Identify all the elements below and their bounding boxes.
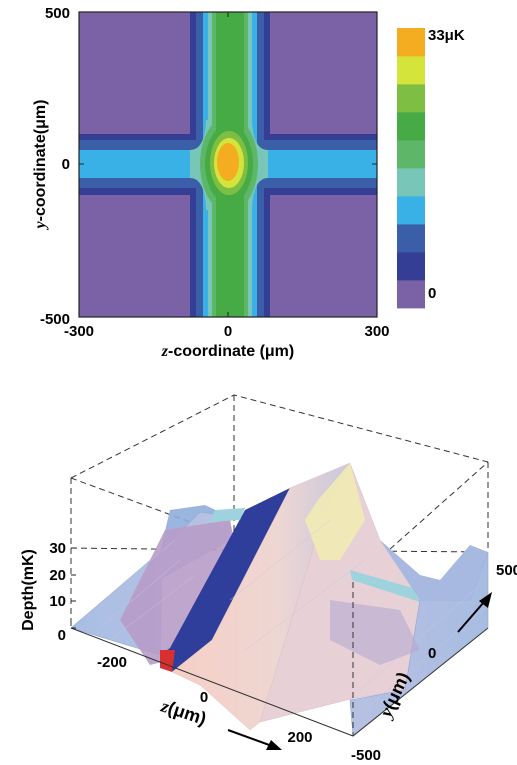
colorbar-cell-4	[397, 168, 425, 196]
colorbar: 33μK 0	[397, 27, 465, 308]
surface-y-tick-neg500: -500	[351, 747, 381, 764]
contour-x-tick-neg300: -300	[64, 323, 94, 340]
surface-x-tick-0: 0	[200, 689, 208, 706]
surface-y-tick-0: 0	[428, 645, 436, 662]
depth-tick-0: 0	[58, 627, 66, 644]
z-direction-arrow-icon	[228, 730, 282, 750]
colorbar-cells	[397, 28, 425, 308]
depth-tick-marks	[71, 548, 76, 628]
colorbar-cell-5	[397, 140, 425, 168]
surface-x-tick-200: 200	[287, 729, 312, 746]
surface-plot: 30 20 10 0 Depth(mK) -200 0 200 z(μm) 50…	[20, 395, 517, 764]
depth-axis-label: Depth(mK)	[20, 549, 37, 631]
contour-y-axis-label: y-coordinate(μm)	[32, 100, 49, 231]
colorbar-cell-6	[397, 112, 425, 140]
depth-tick-20: 20	[49, 567, 66, 584]
surface-teal-strip-back	[210, 508, 245, 522]
surface-x-tick-neg200: -200	[97, 654, 127, 671]
colorbar-max-label: 33μK	[428, 27, 465, 44]
depth-tick-10: 10	[49, 593, 66, 610]
colorbar-cell-0	[397, 280, 425, 308]
colorbar-cell-1	[397, 252, 425, 280]
contour-y-tick-500: 500	[45, 5, 70, 22]
depth-tick-30: 30	[49, 540, 66, 557]
colorbar-cell-2	[397, 224, 425, 252]
contour-y-tick-0: 0	[62, 156, 70, 173]
colorbar-cell-3	[397, 196, 425, 224]
contour-x-tick-0: 0	[224, 323, 232, 340]
colorbar-cell-7	[397, 84, 425, 112]
colorbar-cell-8	[397, 56, 425, 84]
colorbar-cell-9	[397, 28, 425, 56]
contour-x-axis-label: z-coordinate (μm)	[161, 343, 294, 360]
contour-x-tick-300: 300	[364, 323, 389, 340]
colorbar-min-label: 0	[428, 285, 436, 302]
contour-peak	[217, 143, 239, 181]
contour-plot: 500 0 -500 -300 0 300 z-coordinate (μm) …	[32, 5, 390, 360]
surface-y-tick-500: 500	[496, 562, 517, 579]
